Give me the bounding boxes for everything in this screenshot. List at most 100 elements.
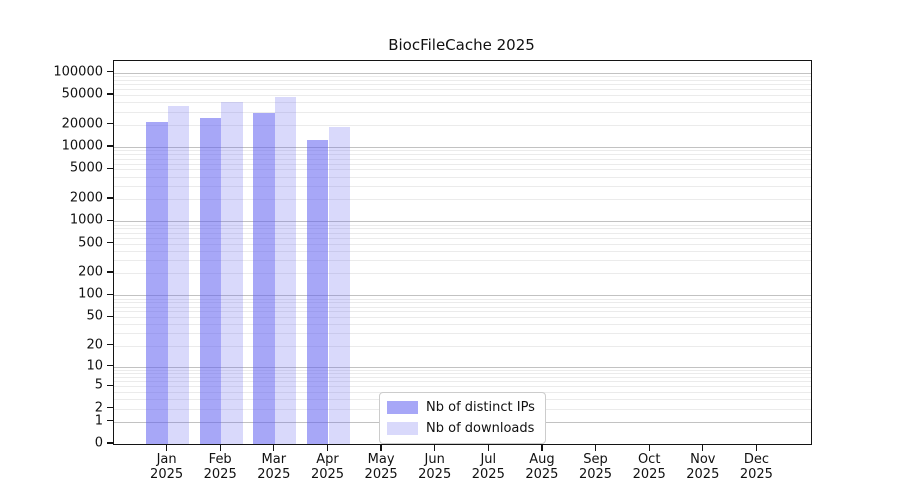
y-axis-tick — [107, 93, 113, 95]
minor-gridline — [114, 373, 811, 375]
minor-gridline — [114, 154, 811, 156]
y-tick-label: 1000 — [69, 212, 103, 228]
major-gridline — [114, 221, 811, 223]
legend-swatch-downloads — [387, 422, 418, 435]
y-axis-tick — [107, 344, 113, 346]
legend-label-downloads: Nb of downloads — [426, 421, 535, 436]
y-axis-tick — [107, 419, 113, 422]
minor-gridline — [114, 124, 811, 126]
bar-downloads — [328, 127, 350, 444]
y-tick-label: 20000 — [61, 116, 103, 132]
minor-gridline — [114, 311, 811, 313]
bar-downloads — [221, 102, 243, 444]
bar-distinct-ips — [307, 139, 329, 444]
minor-gridline — [114, 324, 811, 326]
y-tick-label: 0 — [94, 435, 103, 451]
bar-distinct-ips — [253, 113, 275, 444]
minor-gridline — [114, 376, 811, 378]
minor-gridline — [114, 333, 811, 335]
y-axis-tick — [107, 197, 113, 199]
x-tick-label: Dec 2025 — [739, 452, 773, 482]
minor-gridline — [114, 76, 811, 78]
major-gridline — [114, 72, 811, 74]
x-axis-tick — [702, 444, 704, 451]
major-gridline — [114, 147, 811, 148]
major-gridline — [114, 366, 811, 368]
legend: Nb of distinct IPs Nb of downloads — [379, 392, 546, 444]
y-axis-tick — [107, 241, 113, 244]
legend-swatch-distinct-ips — [387, 401, 418, 414]
y-tick-label: 10 — [86, 358, 103, 374]
y-axis-tick — [107, 167, 113, 170]
minor-gridline — [114, 176, 811, 178]
x-axis-tick — [380, 444, 382, 451]
y-tick-label: 200 — [78, 264, 103, 280]
y-axis-tick — [107, 145, 113, 147]
bar-downloads — [167, 105, 189, 444]
y-tick-label: 1 — [94, 413, 103, 429]
y-axis-tick — [107, 271, 113, 273]
x-tick-label: Jun 2025 — [418, 452, 452, 482]
bar-downloads — [274, 97, 297, 444]
y-axis-tick — [107, 315, 113, 317]
x-tick-label: Oct 2025 — [632, 452, 666, 482]
minor-gridline — [114, 228, 811, 230]
legend-item-distinct-ips: Nb of distinct IPs — [387, 400, 535, 415]
x-axis-tick — [755, 444, 758, 451]
y-tick-label: 500 — [78, 235, 103, 250]
chart-title: BiocFileCache 2025 — [388, 36, 535, 54]
legend-item-downloads: Nb of downloads — [387, 421, 535, 436]
y-tick-label: 100000 — [53, 64, 103, 80]
minor-gridline — [114, 298, 811, 300]
minor-gridline — [114, 237, 811, 239]
x-axis-tick — [219, 444, 221, 451]
minor-gridline — [114, 169, 811, 171]
y-axis-tick — [107, 442, 113, 444]
x-tick-label: Jul 2025 — [471, 452, 505, 482]
y-tick-label: 50 — [86, 308, 103, 324]
minor-gridline — [114, 302, 811, 304]
minor-gridline — [114, 102, 811, 104]
minor-gridline — [114, 95, 811, 97]
y-axis-tick — [107, 365, 113, 367]
major-gridline — [114, 295, 811, 297]
x-tick-label: May 2025 — [364, 452, 398, 482]
x-tick-label: Feb 2025 — [203, 452, 237, 482]
y-tick-label: 5 — [94, 377, 103, 393]
y-axis-tick — [107, 123, 113, 125]
x-axis-tick — [594, 444, 597, 451]
y-tick-label: 10000 — [61, 138, 103, 154]
y-tick-label: 20 — [86, 337, 103, 353]
minor-gridline — [114, 163, 811, 165]
plot-area — [113, 60, 812, 445]
minor-gridline — [114, 150, 811, 152]
x-tick-label: Jan 2025 — [150, 452, 184, 482]
minor-gridline — [114, 273, 811, 274]
y-axis-tick — [107, 406, 113, 409]
y-axis-tick — [107, 219, 113, 221]
minor-gridline — [114, 369, 811, 371]
x-axis-tick — [165, 444, 168, 451]
minor-gridline — [114, 111, 811, 113]
y-axis-tick — [107, 384, 113, 386]
minor-gridline — [114, 306, 811, 308]
y-axis-tick — [107, 71, 113, 73]
y-tick-label: 2 — [94, 400, 103, 416]
minor-gridline — [114, 386, 811, 388]
x-tick-label: Aug 2025 — [525, 452, 559, 482]
x-axis-tick — [487, 444, 489, 451]
x-tick-label: Apr 2025 — [310, 452, 345, 482]
minor-gridline — [114, 158, 811, 160]
y-axis-tick — [107, 293, 113, 295]
legend-label-distinct-ips: Nb of distinct IPs — [426, 400, 535, 415]
x-axis-tick — [648, 444, 650, 451]
bar-distinct-ips — [146, 121, 168, 444]
minor-gridline — [114, 345, 811, 347]
minor-gridline — [114, 198, 811, 200]
y-tick-label: 50000 — [61, 86, 103, 102]
minor-gridline — [114, 381, 811, 383]
bar-distinct-ips — [199, 118, 222, 444]
minor-gridline — [114, 185, 811, 187]
minor-gridline — [114, 224, 811, 226]
